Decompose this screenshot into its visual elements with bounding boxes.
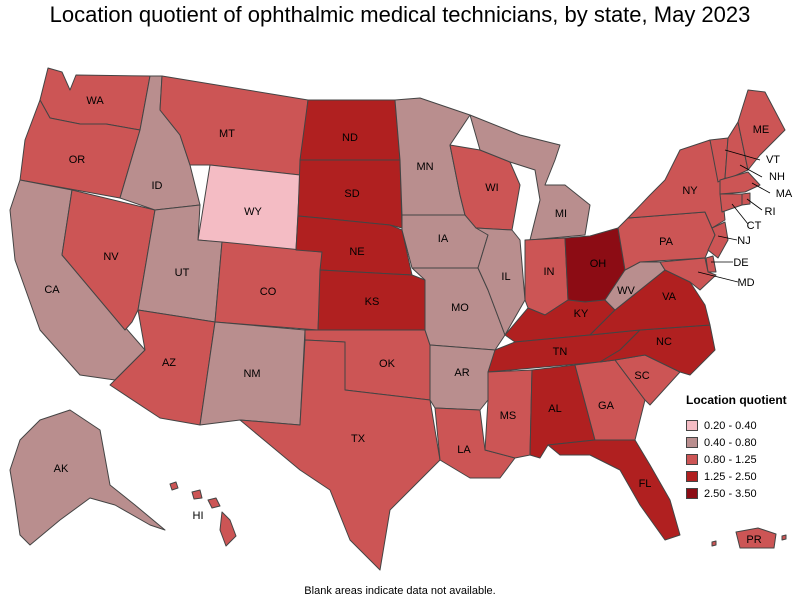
state-nh[interactable] <box>724 121 749 179</box>
label-id: ID <box>152 180 163 192</box>
label-ia: IA <box>438 233 449 245</box>
label-az: AZ <box>162 357 176 369</box>
legend-swatch <box>686 420 698 431</box>
legend-item: 0.40 - 0.80 <box>686 434 798 451</box>
state-ma[interactable] <box>719 171 761 195</box>
label-hi: HI <box>193 510 204 522</box>
legend-swatch <box>686 437 698 448</box>
legend-item: 0.80 - 1.25 <box>686 451 798 468</box>
label-ks: KS <box>365 296 380 308</box>
label-md: MD <box>737 277 754 289</box>
label-la: LA <box>457 444 471 456</box>
label-de: DE <box>733 257 748 269</box>
label-sd: SD <box>344 188 359 200</box>
label-pr: PR <box>746 534 761 546</box>
label-wv: WV <box>617 285 635 297</box>
legend-item: 2.50 - 3.50 <box>686 485 798 502</box>
legend-item: 1.25 - 2.50 <box>686 468 798 485</box>
legend-label: 2.50 - 3.50 <box>704 487 757 500</box>
label-mt: MT <box>219 128 235 140</box>
label-oh: OH <box>590 258 607 270</box>
leader-nh <box>739 164 763 178</box>
label-ca: CA <box>44 284 60 296</box>
label-ct: CT <box>747 220 762 232</box>
state-la[interactable] <box>434 407 516 479</box>
label-ny: NY <box>682 185 698 197</box>
state-hi[interactable] <box>169 481 237 547</box>
label-nv: NV <box>103 251 119 263</box>
label-fl: FL <box>639 478 652 490</box>
label-ut: UT <box>175 267 190 279</box>
label-ok: OK <box>379 358 396 370</box>
label-il: IL <box>501 271 510 283</box>
label-ma: MA <box>776 188 793 200</box>
label-nd: ND <box>342 132 358 144</box>
label-mi: MI <box>555 208 567 220</box>
map-title: Location quotient of ophthalmic medical … <box>49 2 751 27</box>
label-ak: AK <box>54 463 69 475</box>
leader-ma <box>751 182 771 194</box>
state-fl[interactable] <box>547 439 681 541</box>
label-nh: NH <box>769 171 785 183</box>
state-tx[interactable] <box>239 339 441 571</box>
label-ar: AR <box>454 367 469 379</box>
state-ri[interactable] <box>741 192 751 206</box>
label-mo: MO <box>451 302 469 314</box>
legend-title: Location quotient <box>686 393 787 407</box>
label-al: AL <box>548 403 561 415</box>
leader-vt <box>724 149 761 161</box>
legend-label: 1.25 - 2.50 <box>704 470 757 483</box>
legend-label: 0.40 - 0.80 <box>704 436 757 449</box>
state-md[interactable] <box>659 257 717 291</box>
state-nd[interactable] <box>299 99 401 161</box>
state-nj[interactable] <box>707 221 729 259</box>
label-tx: TX <box>351 433 366 445</box>
leader-md <box>697 271 739 283</box>
territory-pr[interactable] <box>711 527 787 549</box>
leader-ct <box>731 203 749 225</box>
label-or: OR <box>69 154 86 166</box>
label-wy: WY <box>244 206 262 218</box>
legend-item: 0.20 - 0.40 <box>686 417 798 434</box>
label-nj: NJ <box>737 235 750 247</box>
label-wa: WA <box>86 95 104 107</box>
label-nc: NC <box>656 336 672 348</box>
label-pa: PA <box>659 236 674 248</box>
leader-nj <box>717 235 738 241</box>
footnote: Blank areas indicate data not available. <box>304 585 496 597</box>
label-ri: RI <box>765 206 776 218</box>
legend-label: 0.80 - 1.25 <box>704 453 757 466</box>
state-ct[interactable] <box>719 193 743 213</box>
label-wi: WI <box>485 182 498 194</box>
label-ms: MS <box>500 410 517 422</box>
label-tn: TN <box>553 346 568 358</box>
label-vt: VT <box>766 154 780 166</box>
label-sc: SC <box>634 370 649 382</box>
legend-swatch <box>686 488 698 499</box>
label-ne: NE <box>349 246 364 258</box>
label-in: IN <box>544 266 555 278</box>
legend-swatch <box>686 471 698 482</box>
label-mn: MN <box>416 161 433 173</box>
label-co: CO <box>260 286 277 298</box>
state-ak[interactable] <box>9 409 166 546</box>
label-me: ME <box>753 124 770 136</box>
label-va: VA <box>662 291 677 303</box>
label-ky: KY <box>574 308 589 320</box>
state-me[interactable] <box>737 89 786 171</box>
label-nm: NM <box>243 368 260 380</box>
legend-swatch <box>686 454 698 465</box>
leader-ri <box>746 198 763 211</box>
legend-label: 0.20 - 0.40 <box>704 419 757 432</box>
legend: Location quotient 0.20 - 0.40 0.40 - 0.8… <box>686 393 798 502</box>
state-mi[interactable] <box>469 114 591 241</box>
label-ga: GA <box>598 400 615 412</box>
